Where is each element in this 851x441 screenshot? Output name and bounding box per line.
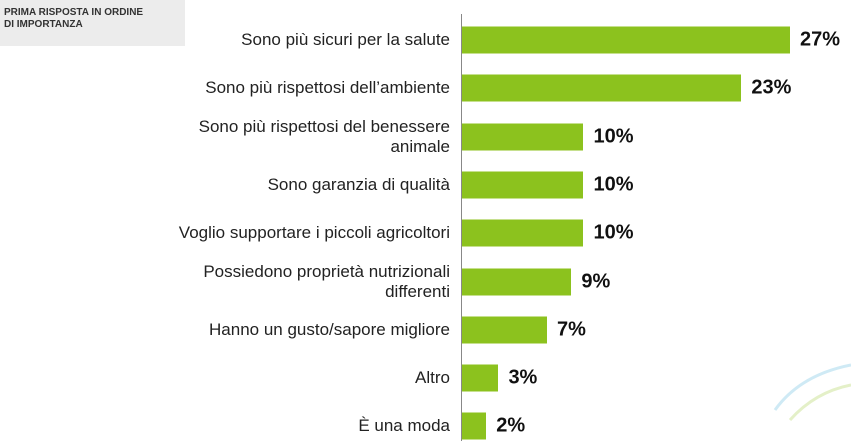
category-label: Sono più rispettosi del benessere animal… [198, 116, 450, 156]
bar [462, 316, 548, 344]
bar [462, 171, 584, 199]
category-label: Sono più rispettosi dell’ambiente [205, 78, 450, 98]
category-label: Sono garanzia di qualità [267, 174, 450, 194]
value-label: 10% [593, 221, 634, 244]
category-label: È una moda [358, 416, 450, 436]
value-label: 10% [593, 125, 634, 148]
value-label: 7% [557, 318, 586, 341]
value-label: 3% [508, 366, 538, 389]
category-label: Hanno un gusto/sapore migliore [209, 319, 450, 339]
value-label: 10% [593, 173, 634, 196]
value-label: 27% [800, 28, 841, 51]
bar [462, 364, 499, 392]
annotation: PRIMA RISPOSTA IN ORDINE DI IMPORTANZA [0, 0, 185, 46]
category-label: Possiedono proprietà nutrizionali differ… [203, 261, 450, 301]
value-label: 23% [751, 76, 792, 99]
bar [462, 268, 572, 295]
value-label: 9% [581, 270, 611, 292]
bar [462, 123, 584, 151]
bar [462, 412, 487, 440]
bar [462, 26, 790, 54]
bar [462, 74, 742, 102]
category-label: Altro [415, 368, 450, 388]
category-label: Sono più sicuri per la salute [241, 30, 450, 49]
value-label: 2% [496, 414, 526, 437]
category-label: Voglio supportare i piccoli agricoltori [178, 223, 450, 243]
bar [462, 219, 584, 247]
axis-line [461, 14, 462, 441]
